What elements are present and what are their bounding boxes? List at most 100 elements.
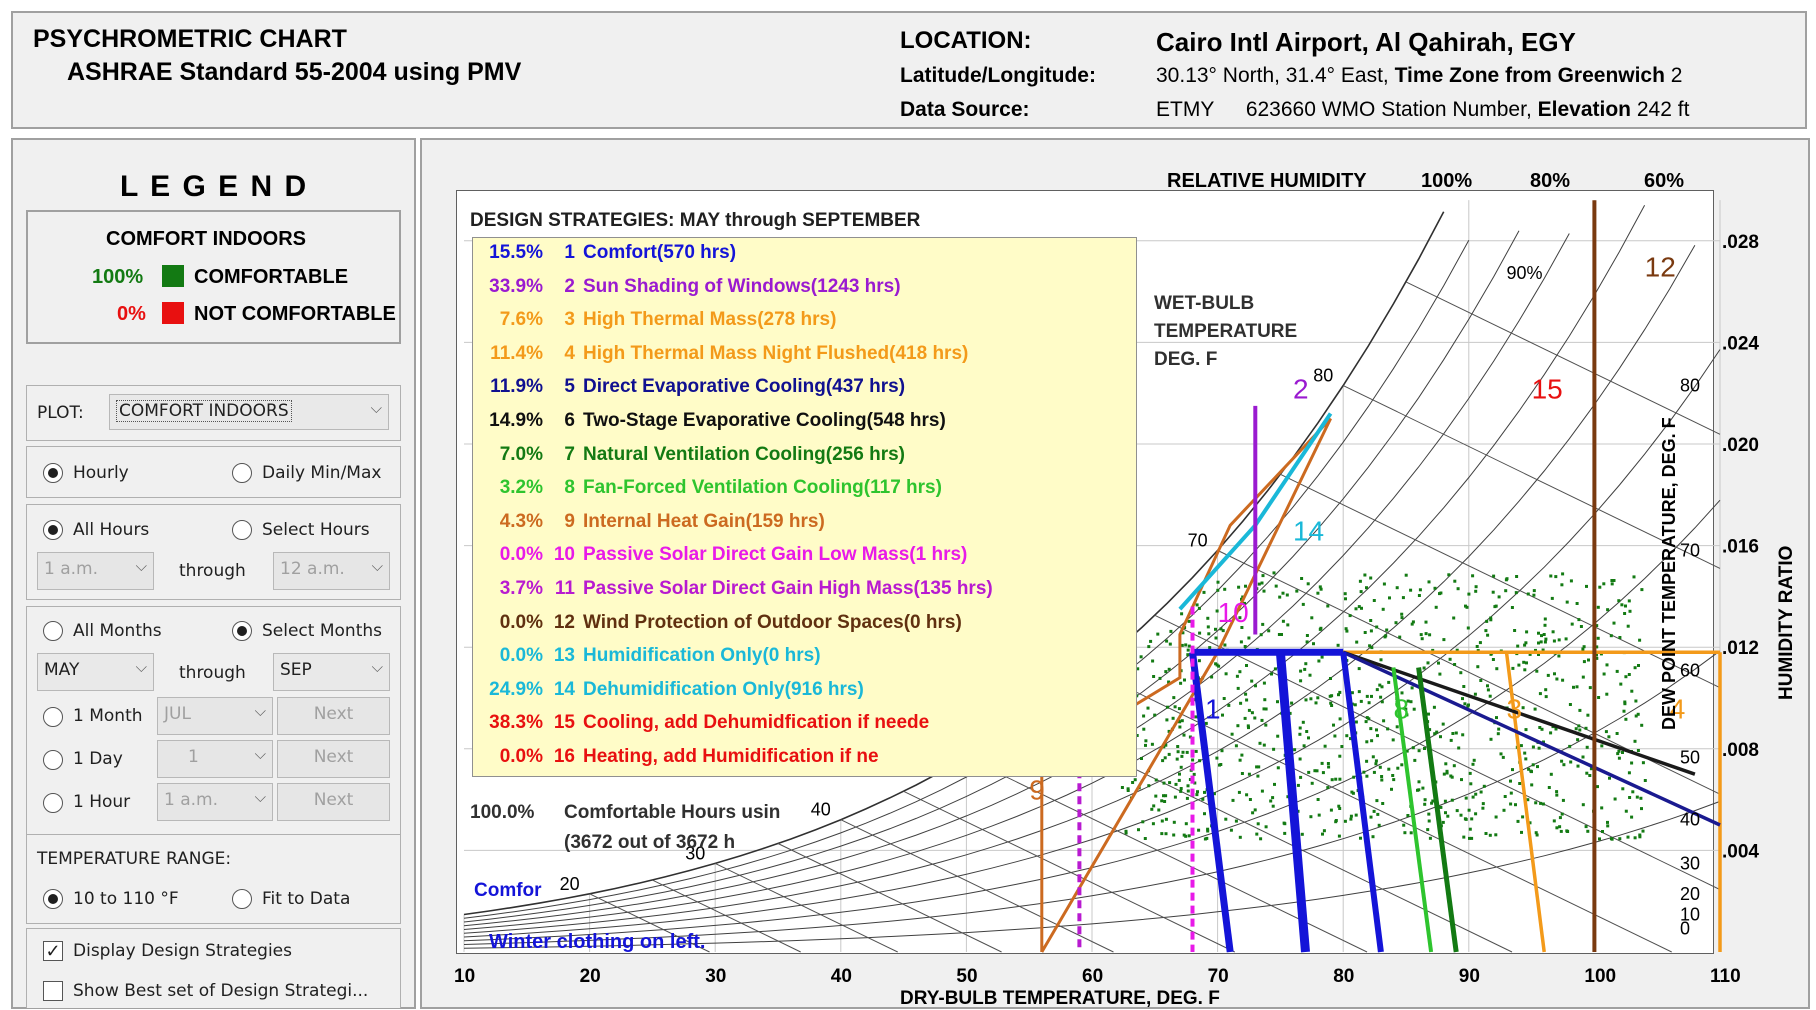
hourly-label[interactable]: Hourly <box>73 463 129 483</box>
data-point <box>1404 707 1408 711</box>
data-point <box>1161 759 1165 763</box>
data-point <box>1439 805 1443 809</box>
select-months-label[interactable]: Select Months <box>262 621 382 641</box>
next-hour-button[interactable]: Next <box>277 783 390 821</box>
data-point <box>1640 723 1644 727</box>
one-month-select[interactable]: JUL ⌵ <box>157 697 273 735</box>
data-point <box>1607 735 1611 739</box>
data-point <box>1554 575 1558 579</box>
data-point <box>1316 591 1320 595</box>
data-point <box>1218 763 1221 767</box>
data-point <box>1272 747 1276 751</box>
range-fit-radio[interactable] <box>232 889 252 909</box>
next-month-button[interactable]: Next <box>277 697 390 735</box>
x-tick-label: 90 <box>1459 966 1480 987</box>
data-point <box>1247 772 1251 776</box>
all-hours-label[interactable]: All Hours <box>73 520 150 540</box>
range-fit-label[interactable]: Fit to Data <box>262 889 351 909</box>
hour-to-select[interactable]: 12 a.m. ⌵ <box>273 552 390 590</box>
data-point <box>1206 625 1210 629</box>
data-point <box>1377 823 1381 827</box>
one-hour-label[interactable]: 1 Hour <box>73 792 131 812</box>
data-point <box>1306 582 1310 586</box>
show-best-checkbox[interactable] <box>43 981 63 1001</box>
legend-subtitle: COMFORT INDOORS <box>106 228 306 250</box>
month-from-select[interactable]: MAY ⌵ <box>37 653 154 691</box>
data-point <box>1164 743 1168 747</box>
data-point <box>1154 794 1158 798</box>
data-point <box>1553 672 1556 676</box>
select-hours-radio[interactable] <box>232 520 252 540</box>
data-point <box>1216 580 1220 584</box>
data-point <box>1171 716 1175 720</box>
legend-comfortable-label: COMFORTABLE <box>194 266 349 288</box>
hourly-radio[interactable] <box>43 463 63 483</box>
data-point <box>1260 581 1264 585</box>
all-months-label[interactable]: All Months <box>73 621 162 641</box>
one-day-label[interactable]: 1 Day <box>73 749 123 769</box>
data-point <box>1323 744 1327 748</box>
data-point <box>1585 771 1589 775</box>
select-hours-label[interactable]: Select Hours <box>262 520 370 540</box>
month-to-select[interactable]: SEP ⌵ <box>273 653 390 691</box>
data-point <box>1639 796 1643 800</box>
data-point <box>1400 616 1404 620</box>
data-point <box>1602 582 1606 586</box>
display-strategies-checkbox[interactable]: ✓ <box>43 941 63 961</box>
data-point <box>1375 688 1379 692</box>
range-fixed-radio[interactable] <box>43 889 63 909</box>
hour-from-select[interactable]: 1 a.m. ⌵ <box>37 552 154 590</box>
plot-select[interactable]: COMFORT INDOORS ⌵ <box>109 394 389 430</box>
next-day-button[interactable]: Next <box>277 740 390 778</box>
data-point <box>1362 770 1366 774</box>
all-months-radio[interactable] <box>43 621 63 641</box>
display-strategies-label[interactable]: Display Design Strategies <box>73 941 292 961</box>
data-point <box>1549 772 1553 776</box>
one-day-select[interactable]: 1 ⌵ <box>157 740 273 778</box>
data-point <box>1521 706 1525 710</box>
data-point <box>1606 820 1609 824</box>
data-point <box>1214 636 1218 640</box>
data-point <box>1543 640 1547 644</box>
data-point <box>1494 604 1498 608</box>
one-day-radio[interactable] <box>43 750 63 770</box>
data-point <box>1514 591 1518 595</box>
data-point <box>1372 770 1376 774</box>
months-through-label: through <box>179 663 246 683</box>
data-point <box>1359 836 1362 840</box>
show-best-label[interactable]: Show Best set of Design Strategi... <box>73 981 369 1001</box>
select-months-radio[interactable] <box>232 621 252 641</box>
data-point <box>1448 657 1452 661</box>
data-point <box>1206 827 1210 831</box>
data-point <box>1426 828 1430 832</box>
daily-radio[interactable] <box>232 463 252 483</box>
data-point <box>1317 659 1321 663</box>
data-point <box>1551 630 1555 634</box>
data-point <box>1633 836 1637 840</box>
data-point <box>1330 778 1334 782</box>
data-point <box>1622 709 1626 713</box>
data-point <box>1411 746 1415 750</box>
range-fixed-label[interactable]: 10 to 110 °F <box>73 889 179 909</box>
one-month-label[interactable]: 1 Month <box>73 706 143 726</box>
daily-label[interactable]: Daily Min/Max <box>262 463 382 483</box>
data-point <box>1466 626 1470 630</box>
strategy-pct: 0.0% <box>499 611 543 633</box>
data-point <box>1634 714 1638 718</box>
one-hour-select[interactable]: 1 a.m. ⌵ <box>157 783 273 821</box>
data-point <box>1348 614 1352 618</box>
dew-point-tick: 0 <box>1680 918 1690 938</box>
all-hours-radio[interactable] <box>43 520 63 540</box>
data-point <box>1143 837 1147 840</box>
wet-bulb-label-line1: WET-BULB <box>1154 293 1255 314</box>
data-point <box>1464 817 1468 821</box>
data-point <box>1185 796 1189 800</box>
data-point <box>1231 798 1235 802</box>
data-point <box>1488 833 1492 837</box>
wet-bulb-tick: 80 <box>1313 366 1333 386</box>
strategy-pct: 24.9% <box>489 678 543 700</box>
data-point <box>1208 646 1212 650</box>
one-month-radio[interactable] <box>43 707 63 727</box>
data-point <box>1179 681 1183 685</box>
one-hour-radio[interactable] <box>43 793 63 813</box>
